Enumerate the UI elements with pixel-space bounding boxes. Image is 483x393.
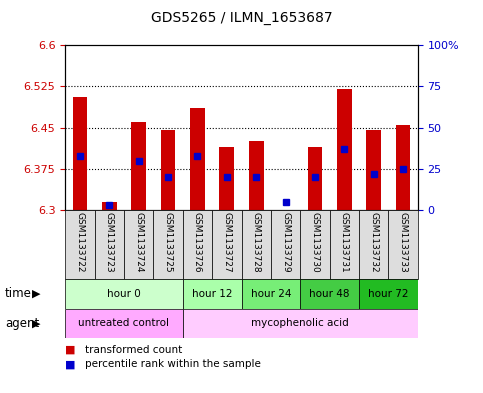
Text: hour 72: hour 72 (368, 289, 409, 299)
Bar (367, 130, 381, 210)
Text: GSM1133733: GSM1133733 (398, 212, 408, 273)
Bar (124, 210, 154, 279)
Bar (271, 210, 300, 279)
Bar (131, 122, 146, 210)
Bar (300, 279, 359, 309)
Bar (190, 108, 205, 210)
Bar (388, 210, 418, 279)
Text: ▶: ▶ (32, 289, 41, 299)
Text: GSM1133724: GSM1133724 (134, 212, 143, 273)
Text: GSM1133727: GSM1133727 (222, 212, 231, 273)
Bar (183, 309, 418, 338)
Bar (329, 210, 359, 279)
Bar (242, 279, 300, 309)
Bar (219, 147, 234, 210)
Text: GSM1133722: GSM1133722 (75, 212, 85, 273)
Text: hour 0: hour 0 (107, 289, 141, 299)
Text: GSM1133726: GSM1133726 (193, 212, 202, 273)
Bar (65, 279, 183, 309)
Bar (102, 202, 116, 210)
Text: transformed count: transformed count (85, 345, 182, 355)
Text: untreated control: untreated control (78, 318, 170, 328)
Text: GSM1133732: GSM1133732 (369, 212, 378, 273)
Text: GSM1133730: GSM1133730 (311, 212, 319, 273)
Text: GSM1133729: GSM1133729 (281, 212, 290, 273)
Bar (337, 89, 352, 210)
Bar (72, 97, 87, 210)
Bar (65, 309, 183, 338)
Bar (212, 210, 242, 279)
Bar (95, 210, 124, 279)
Bar (308, 147, 322, 210)
Text: ■: ■ (65, 359, 76, 369)
Bar (396, 125, 411, 210)
Bar (154, 210, 183, 279)
Text: mycophenolic acid: mycophenolic acid (251, 318, 349, 328)
Text: agent: agent (5, 317, 39, 330)
Text: hour 48: hour 48 (310, 289, 350, 299)
Text: ■: ■ (65, 345, 76, 355)
Text: percentile rank within the sample: percentile rank within the sample (85, 359, 260, 369)
Text: ▶: ▶ (32, 318, 41, 328)
Text: hour 24: hour 24 (251, 289, 291, 299)
Bar (65, 210, 95, 279)
Text: time: time (5, 287, 32, 300)
Bar (183, 210, 212, 279)
Text: GSM1133725: GSM1133725 (164, 212, 172, 273)
Text: hour 12: hour 12 (192, 289, 232, 299)
Text: GSM1133728: GSM1133728 (252, 212, 261, 273)
Text: GSM1133723: GSM1133723 (105, 212, 114, 273)
Bar (359, 210, 388, 279)
Bar (300, 210, 329, 279)
Text: GSM1133731: GSM1133731 (340, 212, 349, 273)
Bar (183, 279, 242, 309)
Bar (242, 210, 271, 279)
Bar (249, 141, 264, 210)
Text: GDS5265 / ILMN_1653687: GDS5265 / ILMN_1653687 (151, 11, 332, 25)
Bar (359, 279, 418, 309)
Bar (161, 130, 175, 210)
